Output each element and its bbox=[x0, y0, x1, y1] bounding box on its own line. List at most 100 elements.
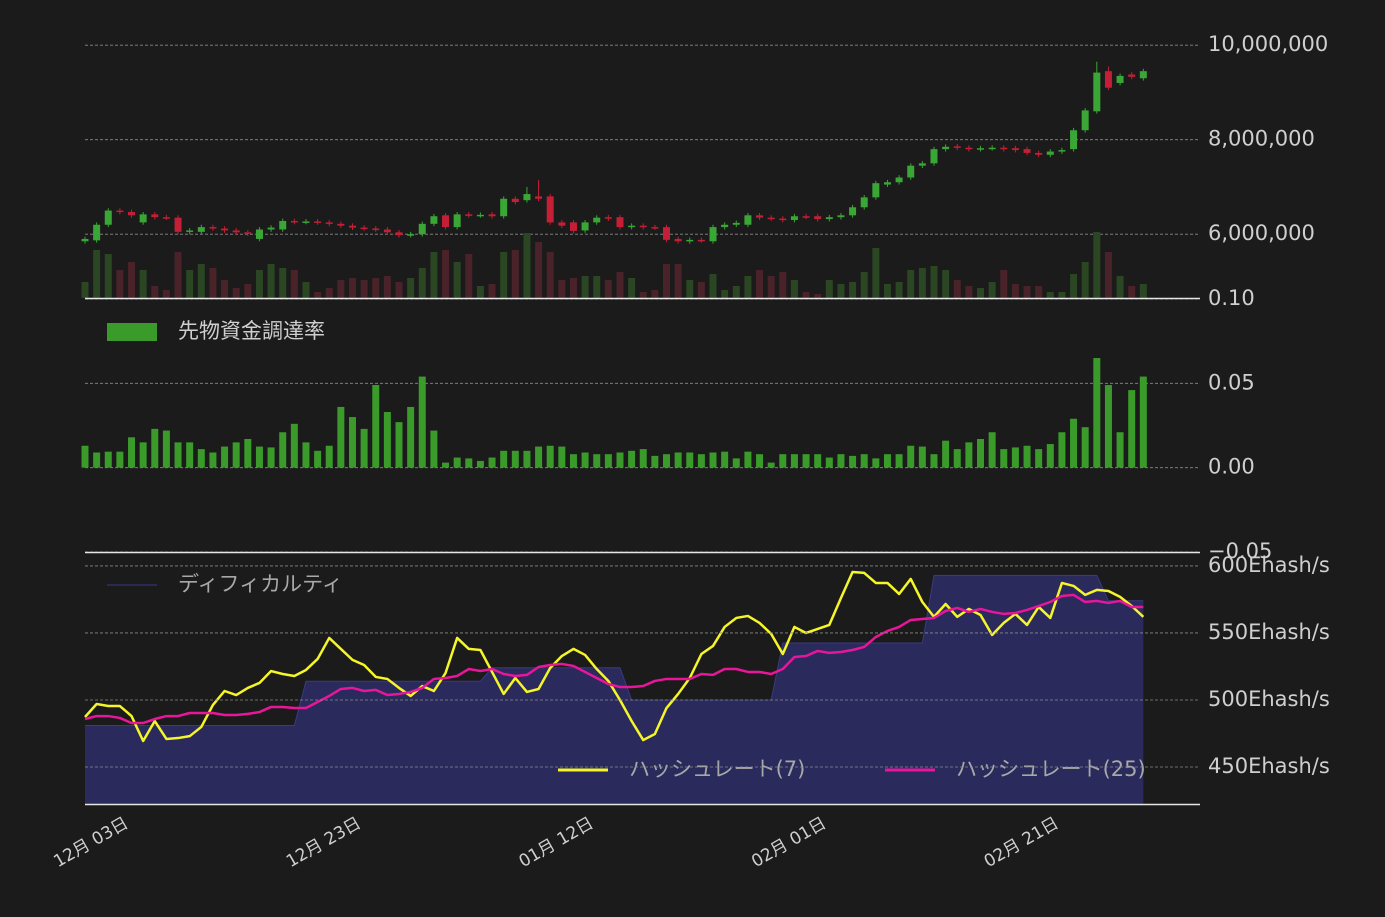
bar bbox=[977, 438, 985, 468]
candle-body bbox=[1000, 147, 1008, 150]
volume-bar bbox=[523, 233, 531, 298]
candle-body bbox=[1046, 151, 1054, 155]
bar bbox=[604, 454, 612, 468]
bar bbox=[395, 422, 403, 468]
candle-body bbox=[907, 165, 915, 178]
volume-bar bbox=[558, 280, 566, 298]
bar bbox=[244, 438, 252, 468]
volume-bar bbox=[93, 250, 101, 298]
bar bbox=[779, 454, 787, 468]
bar bbox=[1023, 445, 1031, 468]
bar bbox=[465, 458, 473, 468]
volume-bar bbox=[1058, 292, 1066, 298]
bar bbox=[535, 446, 543, 468]
candle-body bbox=[395, 232, 403, 236]
volume-bar bbox=[1116, 276, 1124, 298]
candle-body bbox=[128, 211, 136, 216]
candle-body bbox=[1093, 72, 1101, 112]
candle-body bbox=[593, 217, 601, 223]
volume-bar bbox=[837, 284, 845, 298]
bar bbox=[162, 430, 170, 468]
legend-label: ハッシュレート(7) bbox=[629, 757, 805, 781]
bar bbox=[104, 451, 112, 468]
volume-bar bbox=[197, 264, 205, 298]
bar bbox=[453, 457, 461, 468]
bar bbox=[442, 462, 450, 468]
volume-bar bbox=[407, 278, 415, 298]
candle-body bbox=[465, 214, 473, 216]
bar bbox=[883, 454, 891, 468]
bar bbox=[174, 442, 182, 468]
volume-bar bbox=[453, 262, 461, 298]
bar bbox=[569, 454, 577, 468]
volume-bar bbox=[1093, 232, 1101, 298]
volume-bar bbox=[1139, 284, 1147, 298]
bar bbox=[314, 450, 322, 468]
candle-body bbox=[442, 215, 450, 228]
bar bbox=[1104, 385, 1112, 468]
candle-body bbox=[453, 214, 461, 228]
candle-body bbox=[802, 216, 810, 218]
candle-body bbox=[686, 239, 694, 242]
candle-body bbox=[569, 222, 577, 231]
bar bbox=[93, 452, 101, 468]
candle-body bbox=[1070, 130, 1078, 150]
bar bbox=[767, 462, 775, 468]
y-tick-label: 500Ehash/s bbox=[1208, 687, 1330, 711]
volume-bar bbox=[790, 280, 798, 298]
candle-body bbox=[744, 215, 752, 225]
bar bbox=[255, 446, 263, 468]
bar bbox=[802, 454, 810, 468]
bar bbox=[872, 458, 880, 468]
candle-body bbox=[1128, 74, 1136, 77]
volume-bar bbox=[81, 282, 89, 298]
volume-bar bbox=[325, 288, 333, 298]
candle-body bbox=[488, 214, 496, 217]
candle-body bbox=[1023, 149, 1031, 153]
volume-bar bbox=[883, 284, 891, 298]
candle-body bbox=[790, 216, 798, 221]
candle-body bbox=[616, 217, 624, 228]
bar bbox=[593, 454, 601, 468]
volume-bar bbox=[418, 268, 426, 298]
bar bbox=[686, 452, 694, 468]
bar bbox=[488, 457, 496, 468]
volume-bar bbox=[895, 282, 903, 298]
bar bbox=[953, 449, 961, 468]
volume-bar bbox=[139, 270, 147, 298]
bar bbox=[942, 440, 950, 468]
candle-body bbox=[232, 230, 240, 233]
candle-body bbox=[604, 217, 612, 219]
bar bbox=[1081, 427, 1089, 468]
candle-body bbox=[221, 228, 229, 231]
candle-body bbox=[872, 183, 880, 198]
bar bbox=[360, 428, 368, 468]
bar bbox=[1093, 358, 1101, 468]
volume-bar bbox=[744, 276, 752, 298]
candle-body bbox=[779, 218, 787, 221]
bar bbox=[697, 454, 705, 468]
volume-bar bbox=[1046, 292, 1054, 298]
bar bbox=[744, 451, 752, 468]
y-tick-label: 0.00 bbox=[1208, 455, 1255, 479]
volume-bar bbox=[581, 276, 589, 298]
legend-label: ハッシュレート(25) bbox=[956, 757, 1146, 781]
volume-bar bbox=[709, 274, 717, 298]
volume-bar bbox=[849, 282, 857, 298]
candle-body bbox=[663, 227, 670, 240]
volume-bar bbox=[860, 272, 868, 298]
bar bbox=[290, 423, 298, 468]
bar bbox=[221, 446, 229, 468]
candle-body bbox=[197, 227, 205, 232]
volume-bar bbox=[663, 264, 670, 298]
candle-body bbox=[162, 217, 170, 219]
bar bbox=[279, 432, 287, 468]
candle-body bbox=[721, 224, 729, 228]
volume-bar bbox=[918, 268, 926, 298]
candle-body bbox=[860, 197, 868, 208]
bar bbox=[383, 412, 391, 468]
volume-bar bbox=[162, 290, 170, 298]
candle-body bbox=[302, 221, 310, 223]
volume-bar bbox=[511, 250, 519, 298]
candle-body bbox=[953, 146, 961, 148]
